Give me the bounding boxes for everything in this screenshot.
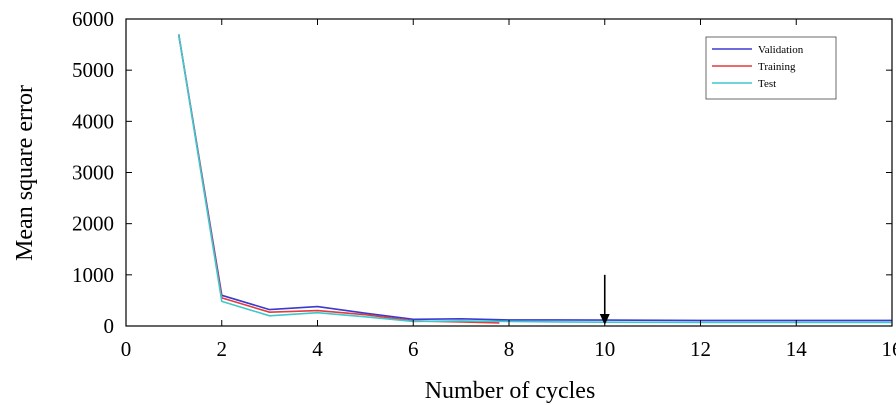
legend-label-validation: Validation: [758, 44, 804, 56]
arrow-head: [599, 314, 610, 325]
x-axis: 0 2 4 6 8 10 12 14 16: [121, 19, 896, 361]
annotation-layer: [599, 274, 610, 325]
x-tick-label: 14: [786, 337, 808, 361]
x-tick-label: 6: [408, 337, 419, 361]
y-tick-label: 0: [104, 314, 115, 338]
x-tick-label: 4: [312, 337, 323, 361]
legend-box: [705, 36, 837, 100]
y-tick-label: 5000: [72, 58, 114, 82]
x-tick-label: 0: [121, 337, 132, 361]
x-tick-label: 16: [882, 337, 896, 361]
y-tick-label: 4000: [72, 109, 114, 133]
y-axis-title: Mean square error: [12, 85, 38, 261]
legend-label-training: Training: [758, 61, 796, 73]
y-axis: 0 1000 2000 3000 4000 5000 6000: [72, 7, 892, 338]
series-line-training: [177, 34, 500, 324]
legend: Validation Training Test: [705, 36, 837, 100]
series-line-validation: [177, 34, 892, 322]
x-tick-label: 10: [594, 337, 615, 361]
x-tick-label: 12: [690, 337, 711, 361]
y-tick-label: 2000: [72, 212, 114, 236]
x-tick-label: 8: [504, 337, 515, 361]
legend-label-test: Test: [758, 78, 776, 90]
y-tick-label: 1000: [72, 263, 114, 287]
y-tick-label: 6000: [72, 7, 114, 31]
x-tick-label: 2: [217, 337, 228, 361]
y-tick-label: 3000: [72, 161, 114, 185]
x-axis-title: Number of cycles: [425, 378, 596, 404]
